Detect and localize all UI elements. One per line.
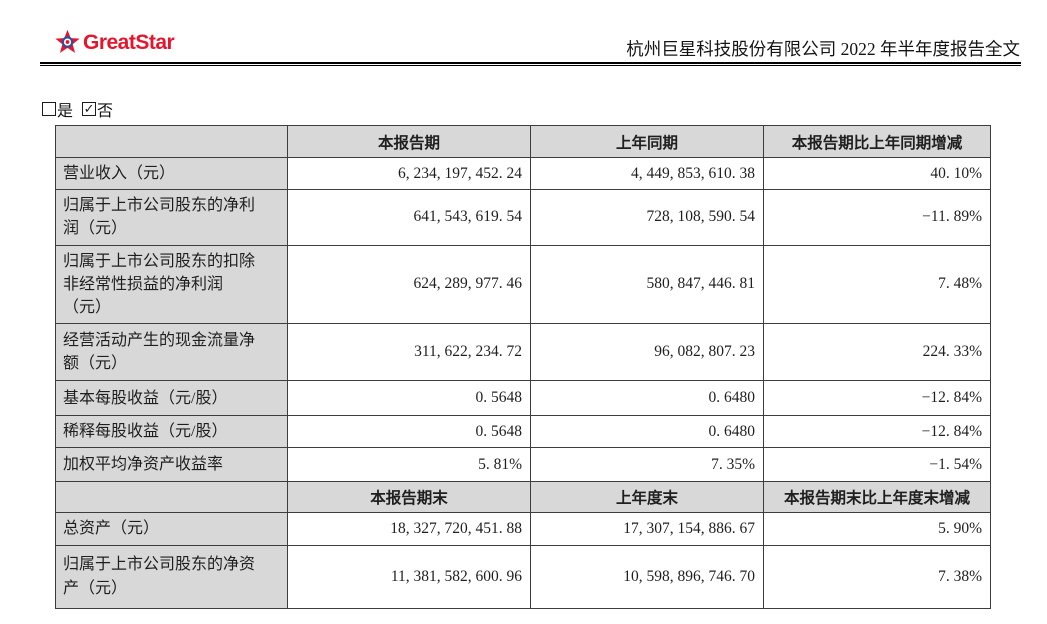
row-label: 加权平均净资产收益率 [55, 447, 288, 483]
checkbox-yes[interactable]: 是 [42, 97, 73, 121]
row-value-current: 0. 5648 [287, 415, 531, 449]
row-value-current: 311, 622, 234. 72 [287, 323, 531, 382]
header-cell-prior-year-end: 上年度末 [530, 481, 764, 514]
table-row: 归属于上市公司股东的扣除非经常性损益的净利润（元） 624, 289, 977.… [55, 244, 991, 325]
table-header-row-period-end: 本报告期末 上年度末 本报告期末比上年度末增减 [55, 481, 991, 514]
yes-no-checkbox-row: 是 ✓ 否 [42, 97, 113, 121]
row-label: 归属于上市公司股东的扣除非经常性损益的净利润（元） [55, 244, 288, 325]
row-label: 营业收入（元） [55, 156, 288, 191]
header-cell-prior-period: 上年同期 [530, 125, 764, 158]
row-value-change: 224. 33% [763, 323, 991, 382]
row-label: 归属于上市公司股东的净资产（元） [55, 544, 288, 609]
row-value-change: 7. 48% [763, 244, 991, 325]
financial-summary-table: 本报告期 上年同期 本报告期比上年同期增减 营业收入（元） 6, 234, 19… [55, 125, 991, 609]
row-value-current: 5. 81% [287, 447, 531, 483]
row-value-prior: 4, 449, 853, 610. 38 [530, 156, 764, 191]
table-row: 稀释每股收益（元/股） 0. 5648 0. 6480 −12. 84% [55, 415, 991, 449]
row-value-current: 6, 234, 197, 452. 24 [287, 156, 531, 191]
row-value-change: −11. 89% [763, 189, 991, 246]
row-label: 基本每股收益（元/股） [55, 380, 288, 417]
row-label: 归属于上市公司股东的净利润（元） [55, 189, 288, 246]
checkbox-no-label: 否 [97, 103, 114, 120]
row-label: 经营活动产生的现金流量净额（元） [55, 323, 288, 382]
table-header-row-period: 本报告期 上年同期 本报告期比上年同期增减 [55, 125, 991, 158]
row-value-prior: 17, 307, 154, 886. 67 [530, 512, 764, 546]
table-row: 归属于上市公司股东的净资产（元） 11, 381, 582, 600. 96 1… [55, 544, 991, 609]
header-cell-current-period: 本报告期 [287, 125, 531, 158]
row-value-current: 18, 327, 720, 451. 88 [287, 512, 531, 546]
table-row: 营业收入（元） 6, 234, 197, 452. 24 4, 449, 853… [55, 156, 991, 191]
document-title: 杭州巨星科技股份有限公司 2022 年半年度报告全文 [626, 39, 1020, 59]
checkbox-unchecked-icon[interactable] [42, 102, 56, 116]
checkbox-yes-label: 是 [57, 103, 74, 120]
row-value-current: 0. 5648 [287, 380, 531, 417]
header-cell-year-end-change: 本报告期末比上年度末增减 [763, 481, 991, 514]
header-cell-empty [55, 125, 288, 158]
checkbox-no[interactable]: ✓ 否 [82, 97, 113, 121]
table-row: 总资产（元） 18, 327, 720, 451. 88 17, 307, 15… [55, 512, 991, 546]
row-value-current: 11, 381, 582, 600. 96 [287, 544, 531, 609]
header-cell-period-end: 本报告期末 [287, 481, 531, 514]
row-label: 总资产（元） [55, 512, 288, 546]
brand-logo: GreatStar [54, 29, 175, 56]
row-value-prior: 96, 082, 807. 23 [530, 323, 764, 382]
row-value-current: 624, 289, 977. 46 [287, 244, 531, 325]
row-value-prior: 10, 598, 896, 746. 70 [530, 544, 764, 609]
row-value-change: 7. 38% [763, 544, 991, 609]
row-value-current: 641, 543, 619. 54 [287, 189, 531, 246]
checkbox-checked-icon[interactable]: ✓ [82, 101, 97, 117]
row-value-prior: 0. 6480 [530, 380, 764, 417]
star-icon [55, 29, 80, 53]
table-row: 基本每股收益（元/股） 0. 5648 0. 6480 −12. 84% [55, 380, 991, 417]
header-divider-rule [40, 62, 1021, 66]
row-value-prior: 0. 6480 [530, 415, 764, 449]
row-label: 稀释每股收益（元/股） [55, 415, 288, 449]
table-row: 归属于上市公司股东的净利润（元） 641, 543, 619. 54 728, … [55, 189, 991, 246]
table-row: 经营活动产生的现金流量净额（元） 311, 622, 234. 72 96, 0… [55, 323, 991, 382]
header-cell-empty [55, 481, 288, 514]
row-value-prior: 7. 35% [530, 447, 764, 483]
row-value-prior: 728, 108, 590. 54 [530, 189, 764, 246]
row-value-change: 40. 10% [763, 156, 991, 191]
row-value-prior: 580, 847, 446. 81 [530, 244, 764, 325]
row-value-change: −1. 54% [763, 447, 991, 483]
header-cell-period-change: 本报告期比上年同期增减 [763, 125, 991, 158]
table-row: 加权平均净资产收益率 5. 81% 7. 35% −1. 54% [55, 447, 991, 483]
row-value-change: −12. 84% [763, 380, 991, 417]
row-value-change: −12. 84% [763, 415, 991, 449]
brand-name: GreatStar [83, 30, 175, 54]
row-value-change: 5. 90% [763, 512, 991, 546]
